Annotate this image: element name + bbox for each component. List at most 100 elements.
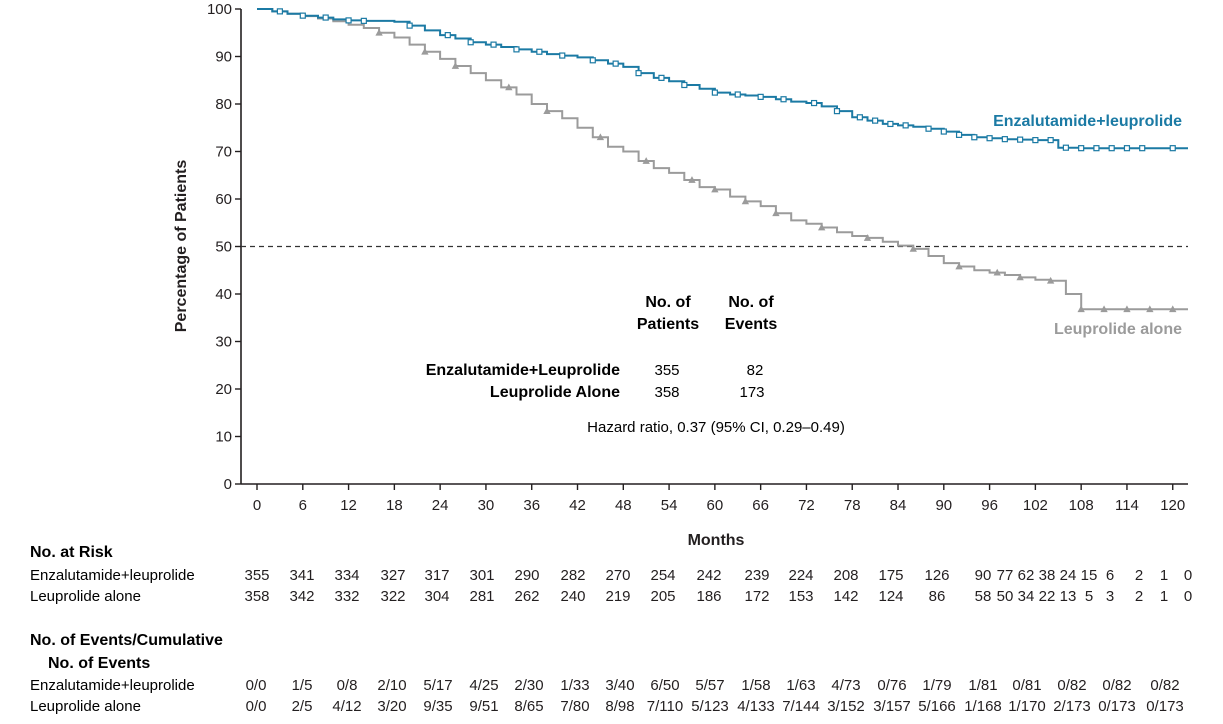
events-row-label-enz: Enzalutamide+leuprolide [30, 677, 195, 694]
risk-cell: 3 [1106, 588, 1114, 605]
events-cell: 4/73 [831, 677, 860, 694]
y-tick-label: 30 [215, 334, 232, 351]
risk-cell: 327 [380, 567, 405, 584]
events-cell: 0/8 [337, 677, 358, 694]
events-cell: 5/17 [423, 677, 452, 694]
censor-mark-enz [1017, 136, 1024, 143]
x-tick-label: 54 [661, 497, 678, 514]
events-cell: 0/82 [1057, 677, 1086, 694]
censor-mark-leu [1100, 305, 1108, 313]
events-cell: 3/152 [827, 698, 865, 715]
risk-cell: 342 [289, 588, 314, 605]
risk-cell: 62 [1018, 567, 1035, 584]
events-cell: 2/30 [514, 677, 543, 694]
summary-row-leu-patients: 358 [654, 384, 679, 401]
censor-mark-enz [971, 134, 978, 141]
censor-mark-enz [872, 117, 879, 124]
events-cell: 1/170 [1008, 698, 1046, 715]
risk-cell: 2 [1135, 588, 1143, 605]
censor-mark-enz [635, 70, 642, 77]
events-cell: 0/173 [1146, 698, 1184, 715]
risk-cell: 262 [514, 588, 539, 605]
x-tick-label: 96 [981, 497, 998, 514]
x-tick-label: 6 [299, 497, 307, 514]
censor-mark-leu [543, 107, 551, 115]
events-cell: 1/5 [292, 677, 313, 694]
summary-row-leu-events: 173 [739, 384, 764, 401]
risk-cell: 219 [605, 588, 630, 605]
censor-mark-enz [833, 108, 841, 115]
risk-cell: 1 [1160, 567, 1168, 584]
censor-mark-enz [1047, 137, 1054, 144]
censor-mark-enz [490, 41, 497, 48]
risk-cell: 355 [244, 567, 269, 584]
censor-mark-enz [902, 122, 909, 129]
x-tick-label: 60 [707, 497, 724, 514]
risk-cell: 0 [1184, 567, 1192, 584]
censor-mark-enz [986, 135, 993, 142]
summary-header-patients-1: No. of [645, 294, 691, 311]
risk-table-title: No. at Risk [30, 544, 113, 561]
censor-mark-leu [642, 157, 650, 164]
summary-row-leu-label: Leuprolide Alone [490, 384, 620, 401]
censor-mark-enz [1169, 145, 1176, 152]
events-cell: 4/12 [332, 698, 361, 715]
censor-mark-enz [681, 81, 688, 89]
censor-mark-enz [1093, 145, 1100, 152]
y-axis-label: Percentage of Patients [173, 160, 190, 333]
risk-cell: 186 [696, 588, 721, 605]
risk-cell: 13 [1060, 588, 1077, 605]
censor-mark-enz [406, 22, 413, 29]
x-tick-label: 78 [844, 497, 861, 514]
censor-mark-enz [955, 131, 963, 138]
events-table-title-1: No. of Events/Cumulative [30, 632, 223, 649]
censor-mark-enz [810, 99, 818, 107]
risk-cell: 5 [1085, 588, 1093, 605]
events-table-title-2: No. of Events [48, 655, 150, 672]
risk-cell: 153 [788, 588, 813, 605]
risk-cell: 0 [1184, 588, 1192, 605]
x-tick-label: 48 [615, 497, 632, 514]
axes: 0 10 20 30 40 50 60 70 80 90 100 0 6 12 18 24 30 36 42 48 54… [207, 1, 1188, 514]
events-cell: 5/57 [695, 677, 724, 694]
censor-mark-leu [451, 62, 460, 69]
censor-mark-leu [505, 83, 513, 91]
censor-mark-enz [780, 96, 787, 103]
y-tick-label: 20 [215, 381, 232, 398]
censor-mark-enz [1062, 144, 1070, 151]
censor-mark-leu [909, 245, 917, 252]
y-tick-label: 10 [215, 429, 232, 446]
risk-cell: 322 [380, 588, 405, 605]
censor-mark-enz [360, 17, 367, 24]
summary-row-enz-events: 82 [747, 362, 764, 379]
risk-cell: 254 [650, 567, 675, 584]
survival-curves [257, 8, 1188, 313]
censor-mark-enz [589, 57, 596, 64]
summary-row-enz-label: Enzalutamide+Leuprolide [426, 362, 620, 379]
events-cell: 0/82 [1102, 677, 1131, 694]
risk-cell: 334 [334, 567, 359, 584]
censor-mark-enz [559, 52, 566, 59]
censor-mark-leu [741, 197, 750, 205]
risk-cell: 282 [560, 567, 585, 584]
risk-cell: 240 [560, 588, 585, 605]
censor-mark-enz [856, 114, 863, 121]
x-tick-label: 114 [1115, 497, 1139, 514]
censor-mark-leu [955, 262, 963, 270]
censor-mark-leu [1123, 305, 1131, 313]
risk-cell: 86 [929, 588, 946, 605]
events-cell: 7/144 [782, 698, 820, 715]
series-label-leu: Leuprolide alone [1054, 321, 1182, 338]
events-cell: 0/173 [1098, 698, 1136, 715]
x-tick-label: 30 [478, 497, 495, 514]
x-tick-label: 90 [935, 497, 952, 514]
events-cell: 7/110 [647, 698, 683, 715]
risk-cell: 358 [244, 588, 269, 605]
events-cell: 1/58 [741, 677, 770, 694]
events-cell: 0/81 [1012, 677, 1041, 694]
risk-cell: 90 [975, 567, 992, 584]
events-cell: 3/40 [605, 677, 634, 694]
censor-mark-leu [1146, 305, 1154, 313]
events-cell: 3/20 [377, 698, 406, 715]
summary-header-events-2: Events [725, 316, 778, 333]
